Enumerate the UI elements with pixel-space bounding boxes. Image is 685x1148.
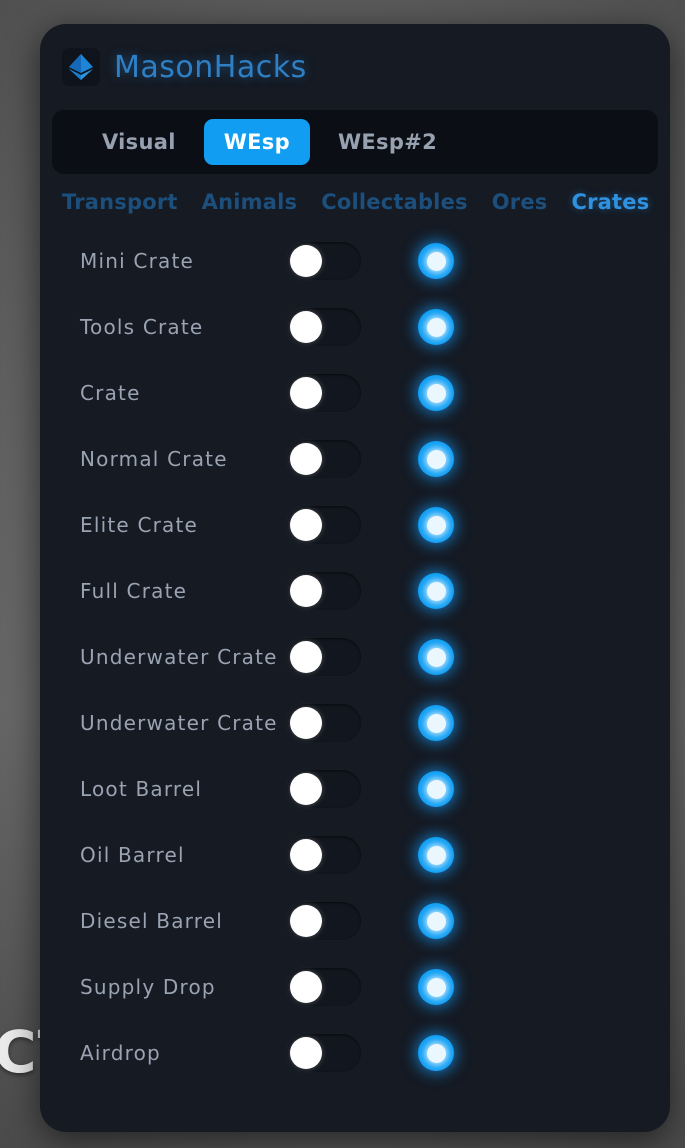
option-color-indicator[interactable] (418, 243, 454, 279)
option-row: Crate (40, 360, 670, 426)
option-row: Underwater Crate (40, 624, 670, 690)
indicator-core (426, 317, 446, 337)
option-color-indicator[interactable] (418, 375, 454, 411)
option-toggle-switch[interactable] (287, 308, 361, 346)
option-toggle-switch[interactable] (287, 968, 361, 1006)
tab-wesp-2[interactable]: WEsp#2 (337, 130, 438, 154)
option-label: Normal Crate (80, 447, 228, 471)
option-color-indicator[interactable] (418, 837, 454, 873)
option-toggle-switch[interactable] (287, 770, 361, 808)
option-label: Crate (80, 381, 141, 405)
option-label: Underwater Crate (80, 645, 278, 669)
option-row: Underwater Crate (40, 690, 670, 756)
subnav-item-animals[interactable]: Animals (201, 190, 298, 214)
option-color-indicator[interactable] (418, 969, 454, 1005)
option-row: Elite Crate (40, 492, 670, 558)
option-color-indicator[interactable] (418, 441, 454, 477)
subnav-item-collectables[interactable]: Collectables (321, 190, 468, 214)
option-label: Underwater Crate (80, 711, 278, 735)
option-row: Diesel Barrel (40, 888, 670, 954)
option-toggle-switch[interactable] (287, 374, 361, 412)
option-color-indicator[interactable] (418, 639, 454, 675)
option-color-indicator[interactable] (418, 309, 454, 345)
option-toggle-switch[interactable] (287, 242, 361, 280)
option-color-indicator[interactable] (418, 507, 454, 543)
toggle-knob (290, 245, 322, 277)
option-row: Airdrop (40, 1020, 670, 1086)
toggle-knob (290, 1037, 322, 1069)
subnav-item-transport[interactable]: Transport (62, 190, 178, 214)
tab-visual[interactable]: Visual (102, 130, 176, 154)
indicator-core (426, 977, 446, 997)
option-toggle-switch[interactable] (287, 902, 361, 940)
indicator-core (426, 449, 446, 469)
tab-bar: Visual WEsp WEsp#2 (52, 110, 658, 174)
option-label: Oil Barrel (80, 843, 185, 867)
indicator-core (426, 647, 446, 667)
option-row: Loot Barrel (40, 756, 670, 822)
toggle-knob (290, 641, 322, 673)
toggle-knob (290, 773, 322, 805)
indicator-core (426, 383, 446, 403)
option-color-indicator[interactable] (418, 903, 454, 939)
toggle-knob (290, 575, 322, 607)
option-label: Diesel Barrel (80, 909, 223, 933)
option-toggle-switch[interactable] (287, 836, 361, 874)
option-color-indicator[interactable] (418, 573, 454, 609)
option-label: Tools Crate (80, 315, 204, 339)
option-toggle-switch[interactable] (287, 638, 361, 676)
option-label: Supply Drop (80, 975, 216, 999)
diamond-gem-icon (62, 48, 100, 86)
indicator-core (426, 251, 446, 271)
option-label: Full Crate (80, 579, 188, 603)
indicator-core (426, 845, 446, 865)
toggle-knob (290, 509, 322, 541)
option-color-indicator[interactable] (418, 705, 454, 741)
option-toggle-switch[interactable] (287, 506, 361, 544)
option-label: Airdrop (80, 1041, 161, 1065)
indicator-core (426, 713, 446, 733)
option-row: Mini Crate (40, 228, 670, 294)
option-toggle-switch[interactable] (287, 1034, 361, 1072)
option-row: Oil Barrel (40, 822, 670, 888)
mod-menu-panel: MasonHacks Visual WEsp WEsp#2 Transport … (40, 24, 670, 1132)
indicator-core (426, 515, 446, 535)
toggle-knob (290, 839, 322, 871)
option-toggle-switch[interactable] (287, 572, 361, 610)
indicator-core (426, 1043, 446, 1063)
option-row: Full Crate (40, 558, 670, 624)
indicator-core (426, 581, 446, 601)
tab-wesp[interactable]: WEsp (203, 119, 310, 165)
option-row: Supply Drop (40, 954, 670, 1020)
toggle-knob (290, 377, 322, 409)
option-label: Loot Barrel (80, 777, 203, 801)
option-toggle-switch[interactable] (287, 440, 361, 478)
sub-navigation: Transport Animals Collectables Ores Crat… (40, 174, 670, 224)
option-toggle-switch[interactable] (287, 704, 361, 742)
toggle-knob (290, 311, 322, 343)
option-row: Normal Crate (40, 426, 670, 492)
app-title: MasonHacks (114, 49, 307, 85)
indicator-core (426, 779, 446, 799)
option-row: Tools Crate (40, 294, 670, 360)
subnav-item-crates[interactable]: Crates (571, 190, 650, 214)
option-color-indicator[interactable] (418, 771, 454, 807)
subnav-item-ores[interactable]: Ores (491, 190, 548, 214)
toggle-knob (290, 707, 322, 739)
option-label: Elite Crate (80, 513, 199, 537)
panel-header: MasonHacks (40, 24, 670, 110)
option-label: Mini Crate (80, 249, 194, 273)
indicator-core (426, 911, 446, 931)
toggle-knob (290, 443, 322, 475)
toggle-knob (290, 971, 322, 1003)
toggle-knob (290, 905, 322, 937)
option-color-indicator[interactable] (418, 1035, 454, 1071)
option-rows-list: Mini Crate Tools Crate Crate Normal Crat… (40, 224, 670, 1086)
